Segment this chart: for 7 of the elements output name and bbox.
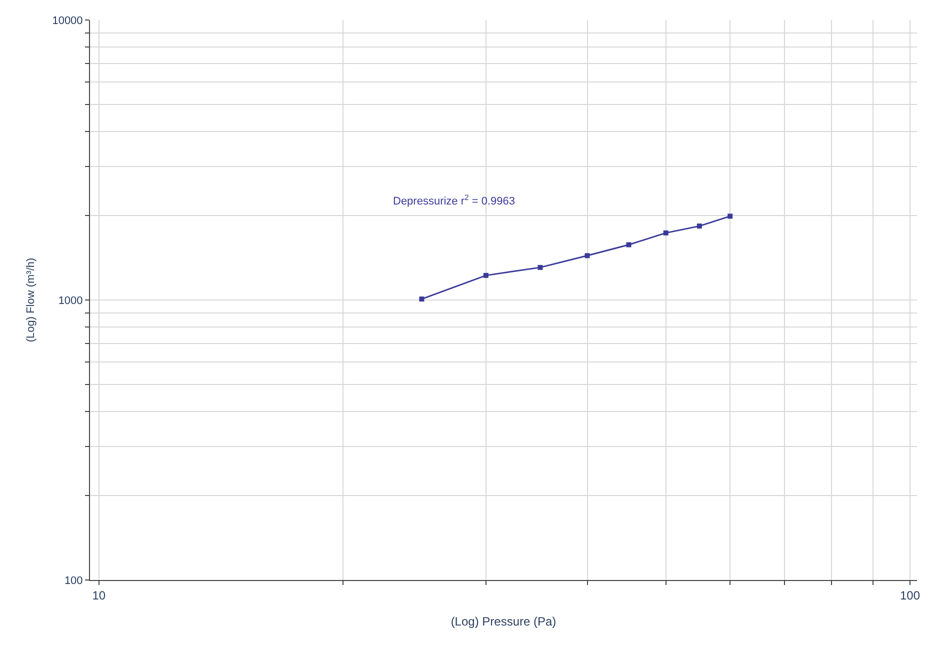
y-tick-label: 1000 [58, 294, 83, 307]
y-tick-label: 100 [64, 574, 83, 587]
x-axis-title: (Log) Pressure (Pa) [450, 614, 556, 628]
x-tick-label: 10 [92, 588, 106, 602]
y-tick-label: 10000 [52, 14, 83, 27]
y-axis-title: (Log) Flow (m³/h) [24, 258, 37, 342]
annotation: Depressurize r$^{2}$ = 0.9963 [393, 193, 515, 208]
